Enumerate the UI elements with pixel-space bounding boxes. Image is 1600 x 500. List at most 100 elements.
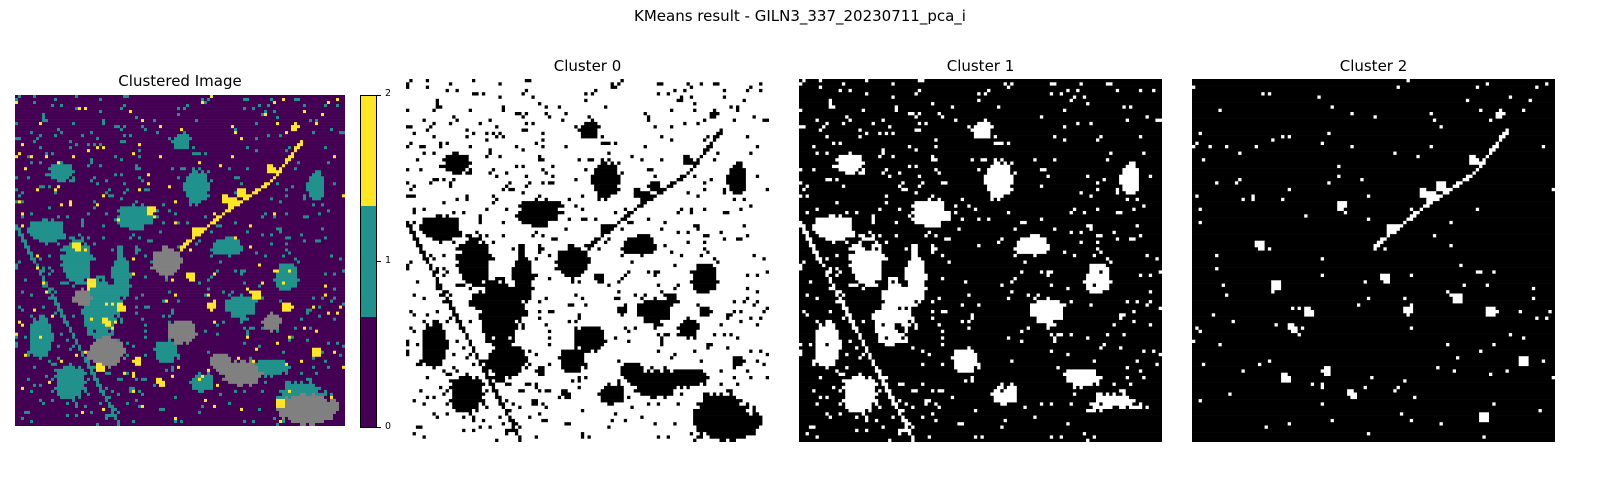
pixel-run xyxy=(123,95,130,99)
pixel-run xyxy=(600,389,625,393)
pixel-run xyxy=(30,347,52,352)
pixel-run xyxy=(676,402,681,406)
pixel-run xyxy=(291,236,325,240)
pixel-run xyxy=(452,313,460,317)
pixel-run xyxy=(39,269,46,273)
pixel-run xyxy=(832,283,836,288)
pixel-run xyxy=(732,164,743,169)
pixel-run xyxy=(799,178,826,182)
pixel-run xyxy=(255,305,283,309)
pixel-run xyxy=(799,141,833,146)
pixel-run xyxy=(282,134,345,138)
pixel-run xyxy=(455,88,460,93)
pixel-run xyxy=(120,422,277,426)
pixel-run xyxy=(799,306,843,311)
pixel-run xyxy=(162,248,175,252)
pixel-run xyxy=(264,317,283,321)
pixel-run xyxy=(541,412,615,416)
pixel-run xyxy=(505,405,519,410)
pixel-run xyxy=(276,407,340,412)
pixel-run xyxy=(327,311,331,315)
pixel-run xyxy=(495,346,522,350)
pixel-run xyxy=(505,207,509,212)
pixel-run xyxy=(406,234,413,238)
pixel-run xyxy=(574,293,578,298)
pixel-run xyxy=(18,341,31,346)
pixel-run xyxy=(884,323,895,327)
pixel-run xyxy=(815,253,820,258)
pixel-run xyxy=(406,141,410,146)
pixel-run xyxy=(177,344,259,349)
pixel-run xyxy=(258,344,262,349)
pixel-run xyxy=(1066,138,1097,142)
pixel-run xyxy=(87,365,97,370)
pixel-run xyxy=(643,415,694,420)
pixel-run xyxy=(825,323,836,327)
pixel-run xyxy=(422,168,446,172)
pixel-run xyxy=(561,118,565,123)
pixel-run xyxy=(15,302,55,306)
pixel-run xyxy=(703,234,710,238)
pixel-run xyxy=(171,185,184,189)
pixel-run xyxy=(643,369,648,373)
pixel-run xyxy=(279,341,328,346)
pixel-run xyxy=(907,263,925,268)
pixel-run xyxy=(607,283,611,288)
pixel-run xyxy=(123,251,136,255)
pixel-run xyxy=(102,278,106,282)
pixel-run xyxy=(409,263,430,268)
pixel-run xyxy=(144,275,148,279)
pixel-run xyxy=(243,200,280,204)
pixel-run xyxy=(87,353,124,358)
pixel-run xyxy=(255,107,345,111)
pixel-run xyxy=(342,344,345,349)
pixel-run xyxy=(425,362,443,367)
pixel-run xyxy=(954,105,998,109)
pixel-run xyxy=(422,253,427,258)
pixel-run xyxy=(531,263,559,268)
pixel-run xyxy=(69,329,73,334)
pixel-run xyxy=(93,296,121,300)
pixel-run xyxy=(57,299,73,303)
pixel-run xyxy=(898,184,902,189)
colorbar-tick-label-0: 0 xyxy=(385,421,392,432)
pixel-run xyxy=(177,113,181,117)
pixel-run xyxy=(18,122,40,126)
pixel-run xyxy=(422,362,427,367)
pixel-run xyxy=(878,131,882,136)
pixel-run xyxy=(937,168,978,172)
pixel-run xyxy=(749,85,753,90)
pixel-run xyxy=(508,415,512,420)
pixel-run xyxy=(42,401,46,406)
pixel-run xyxy=(153,263,181,267)
pixel-run xyxy=(180,254,211,258)
pixel-run xyxy=(604,343,661,347)
pixel-run xyxy=(907,247,912,251)
pixel-run xyxy=(198,332,217,337)
pixel-run xyxy=(303,104,307,108)
pixel-run xyxy=(732,392,769,397)
pixel-run xyxy=(306,197,313,201)
pixel-run xyxy=(528,310,539,314)
pixel-run xyxy=(888,286,928,291)
pixel-run xyxy=(48,284,73,288)
pixel-run xyxy=(285,161,289,165)
pixel-run xyxy=(432,181,450,185)
pixel-run xyxy=(240,407,244,412)
pixel-run xyxy=(168,326,196,331)
pixel-run xyxy=(213,377,223,382)
pixel-run xyxy=(712,392,717,397)
pixel-run xyxy=(488,131,493,136)
pixel-run xyxy=(84,323,106,327)
pixel-run xyxy=(1016,171,1123,175)
pixel-run xyxy=(258,377,307,382)
pixel-run xyxy=(24,212,31,216)
pixel-run xyxy=(472,346,476,350)
pixel-run xyxy=(75,335,94,340)
pixel-run xyxy=(255,308,283,312)
pixel-run xyxy=(679,329,697,334)
pixel-run xyxy=(210,308,214,312)
pixel-run xyxy=(162,245,169,249)
pixel-run xyxy=(276,398,286,403)
pixel-run xyxy=(455,339,460,344)
